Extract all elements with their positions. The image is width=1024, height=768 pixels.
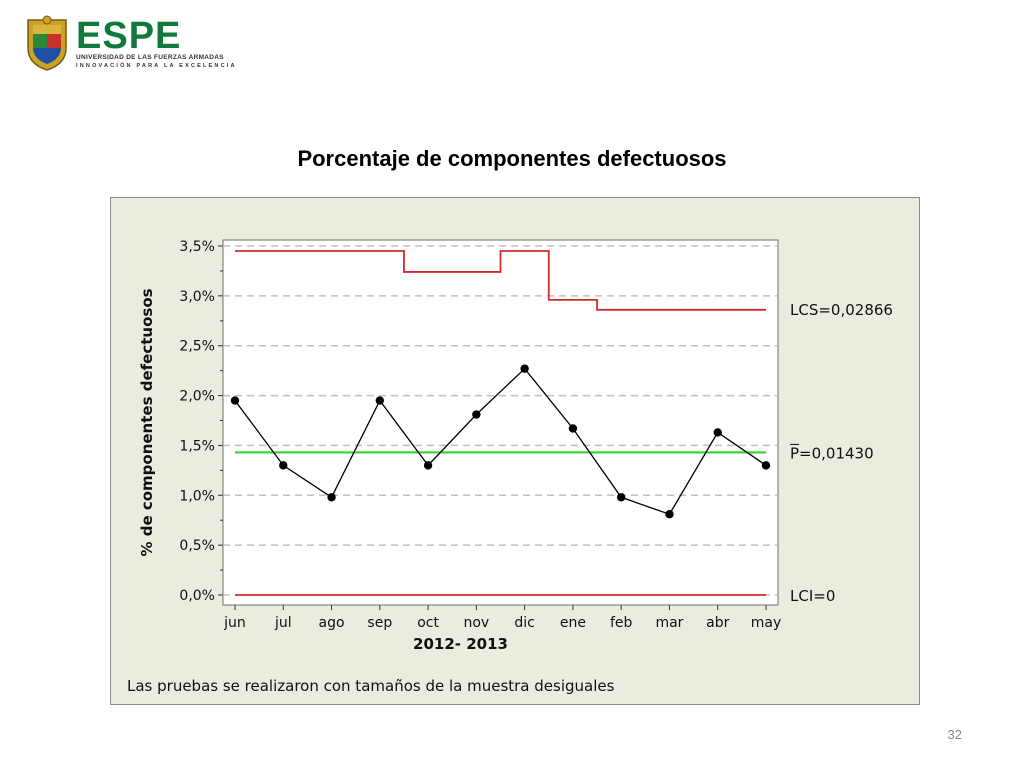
data-point	[665, 510, 674, 519]
lcl-label: LCI=0	[790, 587, 835, 605]
data-point	[375, 396, 385, 405]
chart-footnote: Las pruebas se realizaron con tamaños de…	[127, 677, 615, 695]
x-tick-label: may	[751, 615, 782, 631]
chart-panel: 0,0% 0,5% 1,0% 1,5% 2,0% 2,5% 3,0% 3,5% jun jul ag…	[110, 197, 920, 705]
x-tick-label: dic	[514, 615, 534, 631]
x-tick-label: jun	[223, 615, 246, 631]
x-tick-label: sep	[367, 615, 392, 631]
logo-tagline: INNOVACIÓN PARA LA EXCELENCIA	[76, 63, 237, 69]
y-tick-label: 0,0%	[179, 588, 215, 604]
data-point	[327, 493, 336, 502]
data-point	[761, 461, 771, 470]
data-point	[279, 461, 288, 470]
ucl-line	[235, 250, 766, 311]
data-point	[568, 424, 578, 433]
y-tick-label: 3,5%	[179, 239, 215, 255]
series-line	[234, 367, 767, 516]
data-point	[423, 461, 433, 470]
ucl-label: LCS=0,02866	[790, 301, 893, 319]
p-chart: 0,0% 0,5% 1,0% 1,5% 2,0% 2,5% 3,0% 3,5% jun jul ag…	[127, 239, 893, 695]
y-tick-label: 1,5%	[179, 438, 215, 454]
data-point	[616, 493, 626, 502]
logo-subtitle: UNIVERSIDAD DE LAS FUERZAS ARMADAS	[76, 54, 224, 61]
data-point	[230, 396, 240, 405]
x-tick-label: ago	[319, 615, 345, 631]
logo-wordmark: ESPE	[76, 15, 182, 57]
page-number: 32	[947, 727, 962, 742]
y-tick-label: 1,0%	[179, 488, 215, 504]
data-point	[713, 428, 722, 437]
x-tick-label: mar	[655, 615, 683, 631]
x-tick-label: abr	[706, 615, 729, 631]
page-title: Porcentaje de componentes defectuosos	[297, 146, 727, 171]
y-tick-label: 2,5%	[179, 339, 215, 355]
x-tick-label: jul	[274, 615, 292, 631]
x-tick-label: ene	[560, 615, 586, 631]
university-seal-icon	[27, 15, 67, 71]
plot-area	[222, 239, 779, 606]
data-point	[520, 364, 529, 373]
x-axis-title: 2012- 2013	[413, 635, 508, 653]
y-tick-label: 2,0%	[179, 389, 215, 405]
x-tick-label: feb	[610, 615, 633, 631]
center-label: P=0,01430	[790, 444, 874, 462]
x-tick-label: nov	[463, 615, 489, 631]
y-tick-label: 0,5%	[179, 538, 215, 554]
x-tick-label: oct	[417, 615, 439, 631]
data-point	[472, 410, 481, 419]
y-tick-label: 3,0%	[179, 289, 215, 305]
y-axis-title: % de componentes defectuosos	[138, 288, 156, 556]
espe-logo: ESPE UNIVERSIDAD DE LAS FUERZAS ARMADAS …	[24, 14, 234, 74]
